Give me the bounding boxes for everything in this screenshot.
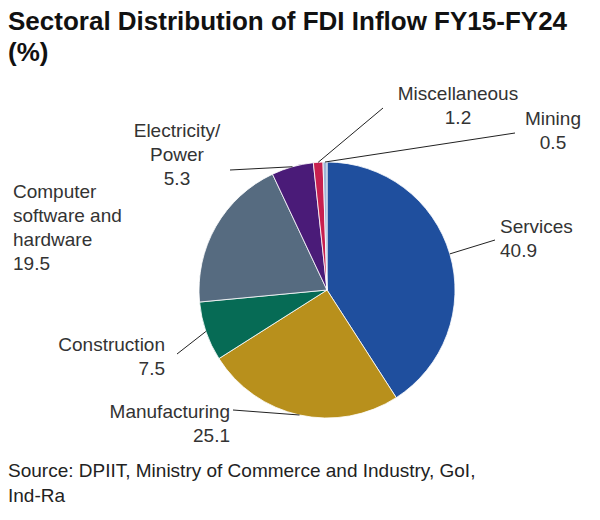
svg-text:Construction7.5: Construction7.5 <box>58 334 165 379</box>
svg-text:Services40.9: Services40.9 <box>500 216 573 261</box>
svg-text:Miscellaneous1.2: Miscellaneous1.2 <box>398 83 518 128</box>
svg-text:Computersoftware andhardware19: Computersoftware andhardware19.5 <box>13 181 122 274</box>
svg-text:Manufacturing25.1: Manufacturing25.1 <box>110 401 230 446</box>
svg-text:Mining0.5: Mining0.5 <box>525 108 581 153</box>
html-text:Source: DPIIT, Ministry of Com: Source: DPIIT, Ministry of Commerce and … <box>8 460 476 506</box>
html-text:Sectoral Distribution of FDI I: Sectoral Distribution of FDI Inflow FY15… <box>8 6 568 67</box>
svg-text:Electricity/Power5.3: Electricity/Power5.3 <box>134 120 221 189</box>
